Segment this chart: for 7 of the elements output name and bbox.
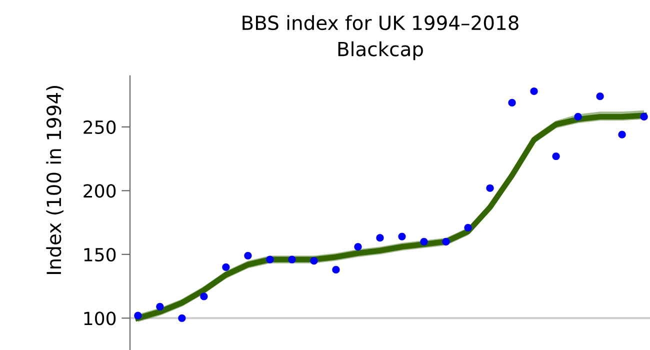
chart-title: BBS index for UK 1994–2018	[242, 15, 518, 30]
y-tick-label: 150	[84, 248, 116, 262]
y-tick-label: 100	[84, 312, 116, 326]
y-axis-title: Index (100 in 1994)	[46, 86, 64, 274]
y-tick-label: 250	[84, 120, 116, 134]
chart-subtitle: Blackcap	[338, 41, 423, 60]
y-tick-label: 200	[84, 184, 116, 198]
